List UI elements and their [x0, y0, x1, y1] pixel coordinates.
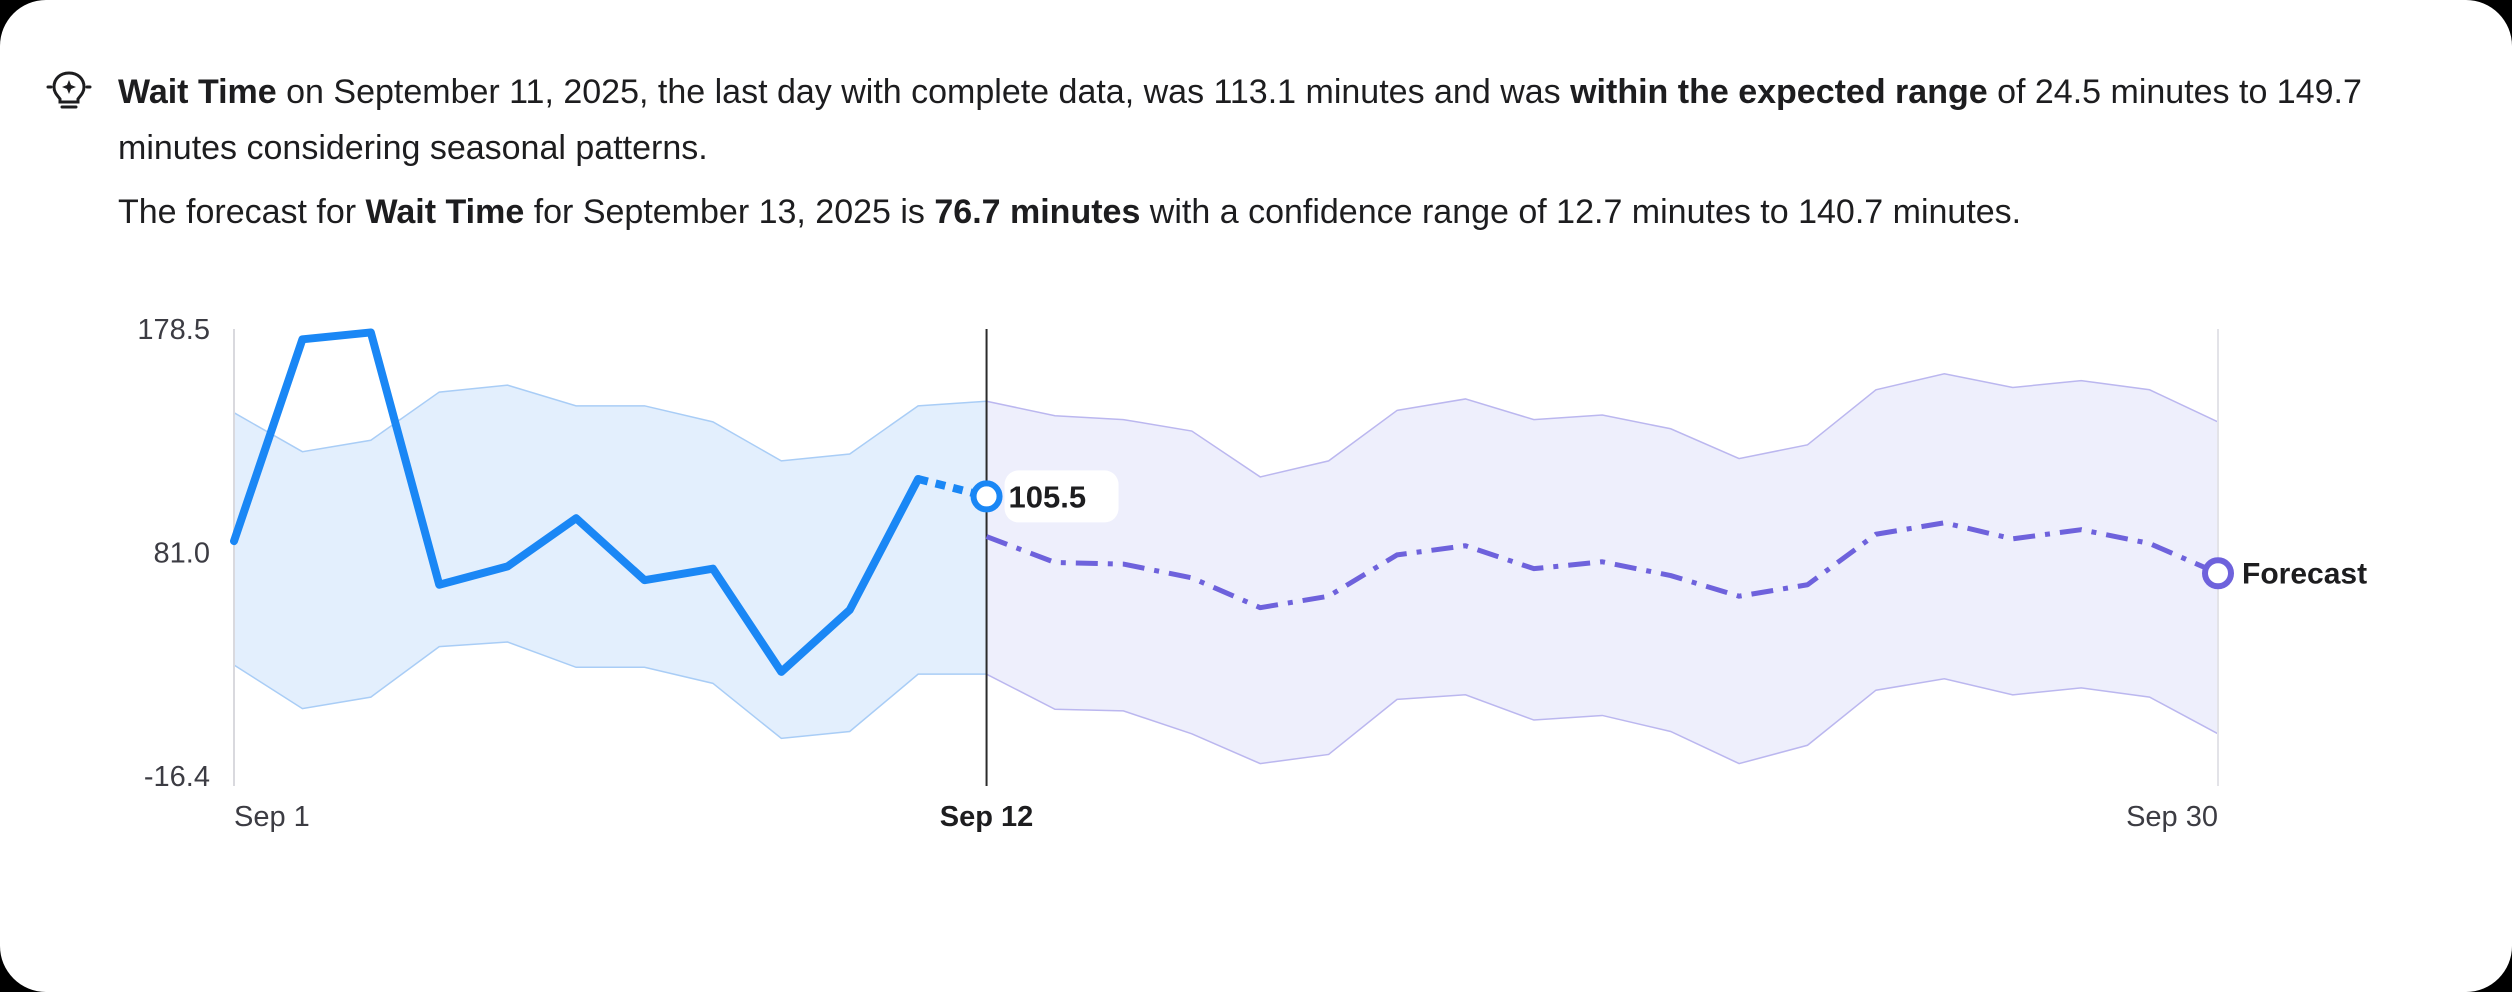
forecast-label: Forecast	[2242, 557, 2367, 590]
x-tick-label: Sep 30	[2126, 801, 2218, 833]
y-tick-label: 81.0	[154, 538, 210, 570]
insight-summary: Wait Time on September 11, 2025, the las…	[118, 64, 2458, 240]
actual-line	[230, 328, 923, 676]
lightbulb-sparkle-icon	[46, 71, 92, 109]
expected-band-upper-edge	[233, 384, 987, 462]
forecast-end-point	[2202, 557, 2234, 590]
insight-line-1: Wait Time on September 11, 2025, the las…	[118, 73, 2362, 167]
expected-range-band	[234, 385, 987, 739]
insight-line-2: The forecast for Wait Time for September…	[118, 193, 2022, 231]
forecast-line	[985, 520, 2219, 611]
y-tick-label: -16.4	[144, 761, 210, 793]
forecast-band-upper-edge	[986, 372, 2219, 478]
forecast-band-lower-edge	[986, 673, 2219, 765]
last-value-point	[970, 480, 1003, 513]
expected-band-lower-edge	[233, 641, 987, 740]
last-value-label: 105.5	[1009, 479, 1087, 514]
last-value-label-bg	[1004, 470, 1119, 523]
status-highlight: within the expected range	[1570, 73, 1988, 111]
y-tick-label: 178.5	[137, 314, 210, 346]
metric-name: Wait Time	[365, 193, 525, 231]
x-tick-label: Sep 1	[234, 801, 310, 833]
metric-name: Wait Time	[118, 73, 277, 111]
forecast-confidence-band	[986, 373, 2218, 764]
x-tick-label: Sep 12	[940, 801, 1034, 833]
forecast-value: 76.7 minutes	[934, 193, 1141, 231]
